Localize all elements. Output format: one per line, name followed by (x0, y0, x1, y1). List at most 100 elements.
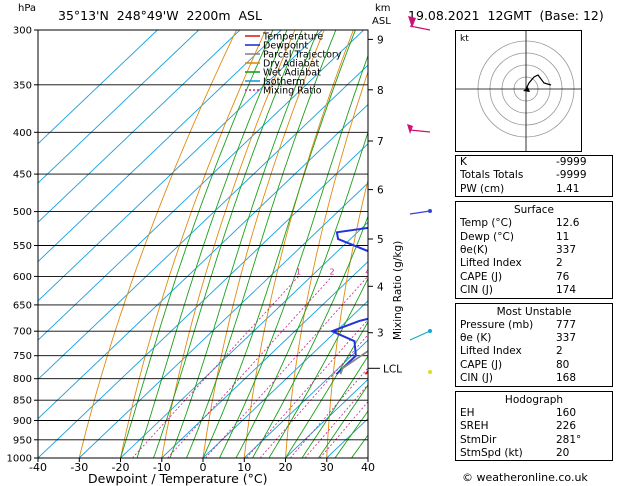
mixing-ratio-line (205, 276, 368, 458)
wind-barb-300 (409, 25, 431, 31)
mu-row: CIN (J) 168 (456, 372, 612, 385)
wind-dot-surface (428, 370, 432, 374)
isotherm-line (38, 30, 323, 302)
surface-row: Dewp (°C) 11 (456, 231, 612, 244)
profile-series (329, 226, 368, 375)
mu-value: 2 (556, 345, 563, 358)
mixing-ratio-line (167, 276, 333, 458)
index-value: -9999 (556, 156, 587, 168)
hodograph-table-header: Hodograph (504, 393, 564, 406)
surface-value: 12.6 (556, 217, 580, 230)
wind-dot-700 (428, 329, 432, 333)
mixing-ratio-axis-label: Mixing Ratio (g/kg) (392, 240, 404, 340)
mixing-ratio-line (319, 401, 368, 458)
temp-tick-label: -10 (153, 461, 171, 474)
pressure-tick-label: 850 (13, 396, 32, 407)
indices-box: K -9999 Totals Totals -9999 PW (cm) 1.41 (455, 155, 613, 198)
km-tick-label: 5 (377, 234, 384, 246)
isotherm-line (243, 339, 368, 458)
lcl-label: LCL (383, 363, 402, 375)
mu-row: Pressure (mb) 777 (456, 319, 612, 332)
isotherm-line (38, 30, 241, 223)
index-row: K -9999 (456, 156, 612, 169)
mixing-ratio-line (132, 276, 299, 458)
hodo-row: StmDir 281° (456, 434, 612, 447)
hodo-row: EH 160 (456, 407, 612, 420)
dry-adiabat-line (78, 30, 237, 458)
wind-dot-500 (428, 209, 432, 213)
legend-label: Parcel Trajectory (263, 50, 342, 61)
km-tick-label: 8 (377, 85, 384, 97)
mixing-ratio-line (304, 383, 368, 458)
surface-row: Temp (°C) 12.6 (456, 217, 612, 230)
mixing-ratio-line (289, 367, 368, 458)
legend-label: Mixing Ratio (263, 86, 322, 97)
hodo-storm-marker (523, 87, 530, 92)
credit-text: © weatheronline.co.uk (462, 471, 588, 484)
legend-label: Temperature (262, 32, 323, 43)
surface-label: θe(K) (460, 244, 488, 257)
hodo-label: SREH (460, 420, 489, 433)
wind-flag-300 (408, 16, 416, 28)
hodo-label: EH (460, 406, 475, 419)
hodo-label: StmSpd (kt) (460, 446, 523, 459)
pressure-tick-label: 550 (13, 241, 32, 252)
mixing-ratio-tick-label: 4 (365, 267, 370, 276)
isotherm-line (202, 300, 368, 458)
hodo-value: 281° (556, 433, 582, 446)
x-axis-label: Dewpoint / Temperature (°C) (88, 471, 268, 486)
surface-label: CAPE (J) (460, 270, 503, 283)
most-unstable-header: Most Unstable (496, 305, 572, 318)
isotherm-line (38, 30, 365, 341)
isotherm-line (78, 182, 368, 458)
legend-label: Isotherm (263, 77, 305, 88)
wet-adiabat-line (285, 321, 368, 458)
legend-label: Wet Adiabat (263, 68, 321, 79)
info-panel: K -9999 Totals Totals -9999 PW (cm) 1.41 Surf… (455, 155, 613, 465)
surface-row: CAPE (J) 76 (456, 271, 612, 284)
surface-value: 174 (556, 284, 577, 297)
pressure-tick-label: 350 (13, 80, 32, 91)
surface-label: Lifted Index (460, 257, 522, 270)
surface-box: Surface Temp (°C) 12.6 Dewp (°C) 11 θe(K) 337… (455, 201, 613, 299)
pressure-tick-label: 750 (13, 351, 32, 362)
wind-flag-400 (407, 124, 413, 134)
pressure-tick-label: 800 (13, 374, 32, 385)
date-title: 19.08.2021 12GMT (Base: 12) (408, 8, 604, 23)
index-value: 1.41 (556, 182, 580, 195)
index-label: K (460, 156, 467, 168)
surface-label: Temp (°C) (460, 217, 513, 230)
km-tick-label: 9 (377, 34, 384, 46)
wet-adiabat-line (334, 410, 368, 458)
wind-barbs (407, 16, 432, 374)
temp-tick-label: 0 (200, 461, 207, 474)
surface-row: CIN (J) 174 (456, 284, 612, 297)
mu-value: 80 (556, 358, 570, 371)
temp-tick-label: -30 (70, 461, 88, 474)
pressure-tick-label: 400 (13, 128, 32, 139)
km-tick-label: 4 (377, 281, 384, 293)
km-tick-label: 3 (377, 328, 384, 340)
surface-value: 337 (556, 244, 577, 257)
index-value: -9999 (556, 169, 587, 182)
surface-value: 11 (556, 230, 570, 243)
index-label: PW (cm) (460, 182, 505, 195)
mixing-ratio-tick-label: 16 (443, 267, 453, 276)
wet-adiabat-line (318, 384, 368, 458)
mu-value: 337 (556, 332, 577, 345)
mu-row: θe (K) 337 (456, 332, 612, 345)
surface-header: Surface (513, 204, 554, 217)
surface-row: Lifted Index 2 (456, 257, 612, 270)
temp-tick-label: -40 (29, 461, 47, 474)
index-row: PW (cm) 1.41 (456, 183, 612, 196)
hodo-value: 160 (556, 406, 577, 419)
hodograph-table-box: Hodograph EH 160 SREH 226 StmDir 281° StmSpd (… (455, 390, 613, 462)
pressure-tick-label: 300 (13, 26, 32, 37)
temp-tick-label: 20 (279, 461, 293, 474)
mu-label: CIN (J) (460, 372, 493, 385)
series-line-parcel-trajectory (339, 349, 368, 375)
legend-label: Dewpoint (263, 41, 308, 52)
isotherm-line (38, 30, 282, 263)
mixing-ratio-tick-label: 2 (329, 267, 334, 276)
asl-label: ASL (372, 16, 391, 27)
